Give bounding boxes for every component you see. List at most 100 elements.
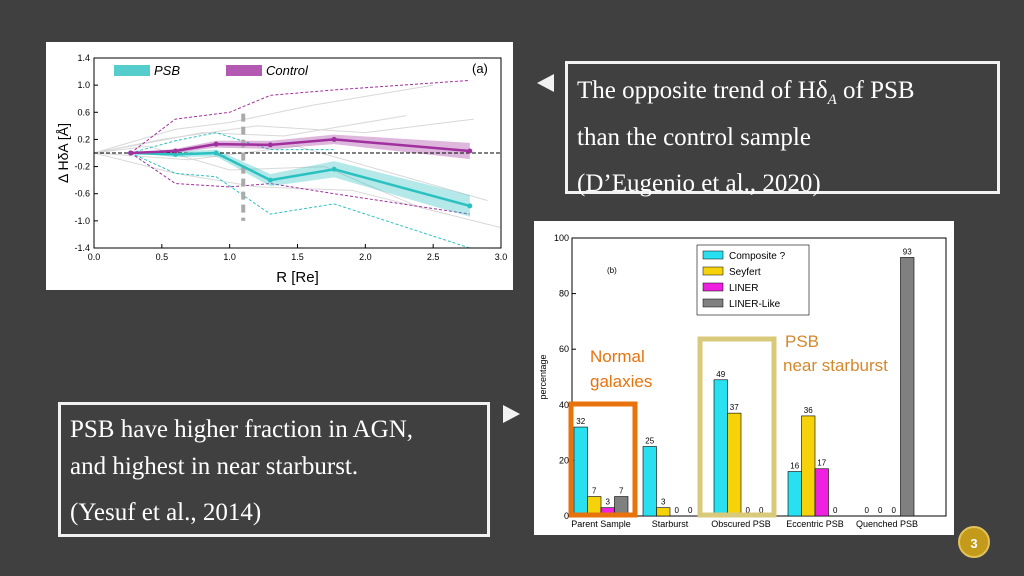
panel-label-b: (b): [607, 266, 617, 275]
bar-value-label: 37: [730, 403, 739, 412]
bar: [727, 412, 742, 517]
note-top-line1: The opposite trend of HδA of PSB: [577, 77, 915, 108]
bar: [787, 471, 802, 517]
psb-data-point: [267, 177, 273, 183]
envelope-dashed-line: [130, 132, 335, 154]
y-axis-label: percentage: [538, 354, 548, 399]
x-tick-label: 0.0: [88, 252, 101, 262]
highlight-normal-galaxies: [568, 401, 638, 518]
legend-swatch: [702, 282, 724, 292]
bar-value-label: 0: [865, 506, 870, 515]
note-bottom-reference: (Yesuf et al., 2014): [70, 499, 262, 526]
pointer-right-icon: [503, 405, 520, 423]
y-tick-label: -1.4: [74, 243, 90, 253]
note-bottom-line1: PSB have higher fraction in AGN,: [70, 416, 414, 443]
y-tick-label: -1.0: [74, 216, 90, 226]
note-yesuf: PSB have higher fraction in AGN, and hig…: [58, 402, 490, 537]
legend-swatch: [702, 298, 724, 308]
bar-value-label: 7: [619, 487, 624, 496]
y-tick-label: 0: [564, 511, 569, 521]
y-tick-label: -0.2: [74, 162, 90, 172]
control-error-band: [130, 134, 470, 160]
legend-swatch: [702, 266, 724, 276]
y-tick-label: -0.6: [74, 189, 90, 199]
x-category-label: Quenched PSB: [856, 519, 918, 529]
control-data-point: [267, 142, 273, 148]
bar-value-label: 0: [688, 506, 693, 515]
control-series-line: [130, 138, 470, 155]
legend-control-label: Control: [266, 63, 309, 78]
psb-error-band: [130, 149, 470, 217]
x-tick-label: 1.5: [291, 252, 304, 262]
bar-value-label: 0: [878, 506, 883, 515]
legend-label: Seyfert: [729, 267, 761, 278]
bar-value-label: 7: [592, 487, 597, 496]
galaxy-track-line: [93, 84, 434, 154]
x-tick-label: 2.0: [359, 252, 372, 262]
note-bottom-line2: and highest in near starburst.: [70, 453, 359, 480]
psb-data-point: [213, 150, 219, 156]
y-tick-label: 0.6: [77, 107, 90, 117]
bar: [814, 468, 829, 517]
galaxy-track-line: [93, 118, 474, 154]
y-tick-label: 40: [559, 400, 569, 410]
x-tick-label: 2.5: [427, 252, 440, 262]
y-tick-label: 60: [559, 344, 569, 354]
y-tick-label: 0.2: [77, 134, 90, 144]
bar-value-label: 0: [746, 506, 751, 515]
x-category-label: Obscured PSB: [711, 519, 771, 529]
bar: [713, 379, 728, 517]
galaxy-track-line: [93, 152, 447, 215]
annotation-normal-galaxies-line1: Normal: [590, 347, 645, 366]
galaxy-track-line: [93, 145, 502, 229]
note-top-line2: than the control sample: [577, 124, 811, 151]
legend-label: LINER-Like: [729, 299, 781, 310]
bar-value-label: 0: [675, 506, 680, 515]
bar: [573, 426, 588, 517]
chart-b-panel: 0 20 40 60 80 100 percentage (b) Parent Sample 32…: [534, 221, 954, 535]
y-tick-label: 20: [559, 455, 569, 465]
x-category-label: Eccentric PSB: [786, 519, 844, 529]
control-data-point: [213, 141, 219, 147]
legend-label: LINER: [729, 283, 758, 294]
bar-value-label: 49: [716, 370, 725, 379]
envelope-dashed-line: [130, 79, 470, 154]
control-data-point: [128, 150, 134, 156]
note-top-reference: (D’Eugenio et al., 2020): [577, 170, 821, 197]
chart-a-panel: 0.0 0.5 1.0 1.5 2.0 2.5 3.0 1.4 1.0 0.6 0.2 -0.2 -0.…: [46, 42, 513, 290]
note-dealgenio: The opposite trend of HδA of PSB than th…: [565, 61, 1000, 197]
highlight-psb-near-starburst: [697, 336, 777, 518]
legend-control-swatch: [226, 65, 262, 76]
control-data-point: [331, 136, 337, 142]
annotation-psb-line1: PSB: [785, 332, 819, 351]
legend-psb-swatch: [114, 65, 150, 76]
legend-label: Composite ?: [729, 251, 786, 262]
pointer-left-icon: [537, 74, 554, 92]
x-tick-label: 0.5: [156, 252, 169, 262]
bar-value-label: 32: [576, 417, 585, 426]
x-tick-label: 1.0: [223, 252, 236, 262]
x-category-label: Starburst: [652, 519, 689, 529]
psb-series-line: [130, 151, 471, 208]
bar: [656, 507, 671, 517]
bar-value-label: 36: [804, 406, 813, 415]
bar-value-label: 17: [817, 459, 826, 468]
psb-data-point: [331, 166, 337, 172]
y-tick-label: 100: [554, 233, 569, 243]
chart-a: 0.0 0.5 1.0 1.5 2.0 2.5 3.0 1.4 1.0 0.6 0.2 -0.2 -0.…: [55, 53, 507, 286]
bar-value-label: 16: [790, 462, 799, 471]
bar: [642, 446, 657, 517]
y-tick-label: 1.0: [77, 80, 90, 90]
y-tick-label: 1.4: [77, 53, 90, 63]
x-category-label: Parent Sample: [571, 519, 631, 529]
control-data-point: [172, 148, 178, 154]
bar-value-label: 0: [833, 506, 838, 515]
y-axis-label: Δ HδA [Å]: [55, 123, 71, 183]
panel-label-a: (a): [472, 61, 488, 76]
page-number-badge: 3: [958, 526, 990, 558]
bar-value-label: 3: [606, 498, 611, 507]
bar-value-label: 0: [892, 506, 897, 515]
annotation-normal-galaxies-line2: galaxies: [590, 372, 652, 391]
legend-psb-label: PSB: [154, 63, 180, 78]
